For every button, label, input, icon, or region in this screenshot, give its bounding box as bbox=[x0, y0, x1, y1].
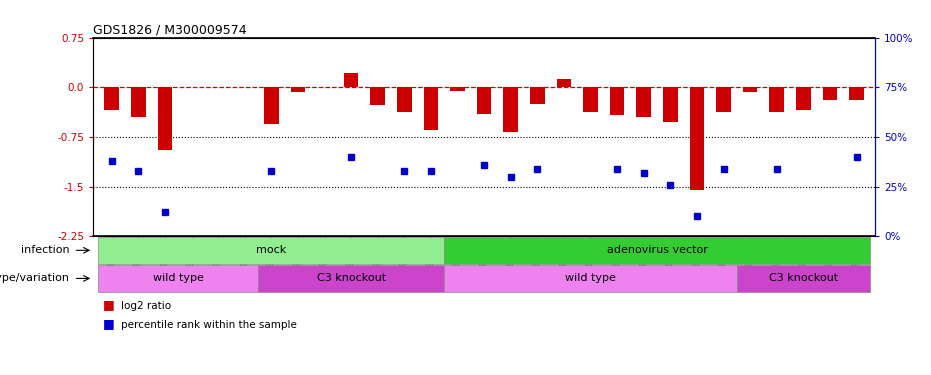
Text: wild type: wild type bbox=[565, 273, 616, 284]
Bar bbox=[736, 265, 870, 292]
Bar bbox=[104, 87, 119, 110]
Bar bbox=[477, 87, 492, 114]
Text: log2 ratio: log2 ratio bbox=[121, 301, 171, 311]
Bar bbox=[290, 87, 305, 92]
Text: ■: ■ bbox=[102, 298, 115, 311]
Bar bbox=[557, 79, 572, 87]
Text: GDS1826 / M300009574: GDS1826 / M300009574 bbox=[93, 23, 247, 36]
Text: C3 knockout: C3 knockout bbox=[317, 273, 385, 284]
Text: wild type: wild type bbox=[153, 273, 204, 284]
Bar bbox=[583, 87, 598, 112]
Bar bbox=[716, 87, 731, 112]
Text: percentile rank within the sample: percentile rank within the sample bbox=[121, 320, 297, 330]
Text: infection: infection bbox=[21, 245, 70, 255]
Bar bbox=[451, 87, 465, 90]
Text: ■: ■ bbox=[102, 317, 115, 330]
Bar bbox=[99, 237, 444, 264]
Bar bbox=[157, 87, 172, 150]
Bar bbox=[849, 87, 864, 100]
Bar bbox=[823, 87, 837, 100]
Text: C3 knockout: C3 knockout bbox=[769, 273, 838, 284]
Bar bbox=[371, 87, 385, 105]
Bar bbox=[743, 87, 758, 93]
Bar bbox=[258, 265, 444, 292]
Bar bbox=[99, 265, 258, 292]
Bar bbox=[796, 87, 811, 110]
Bar bbox=[690, 87, 704, 190]
Text: adenovirus vector: adenovirus vector bbox=[607, 245, 708, 255]
Bar bbox=[663, 87, 678, 122]
Bar bbox=[769, 87, 784, 112]
Bar bbox=[444, 237, 870, 264]
Bar bbox=[504, 87, 518, 132]
Text: genotype/variation: genotype/variation bbox=[0, 273, 70, 284]
Bar bbox=[397, 87, 412, 112]
Bar bbox=[530, 87, 545, 104]
Text: mock: mock bbox=[256, 245, 287, 255]
Bar bbox=[344, 73, 358, 87]
Bar bbox=[264, 87, 278, 124]
Bar bbox=[424, 87, 439, 130]
Bar bbox=[444, 265, 736, 292]
Bar bbox=[131, 87, 145, 117]
Bar bbox=[610, 87, 625, 115]
Bar bbox=[637, 87, 651, 117]
